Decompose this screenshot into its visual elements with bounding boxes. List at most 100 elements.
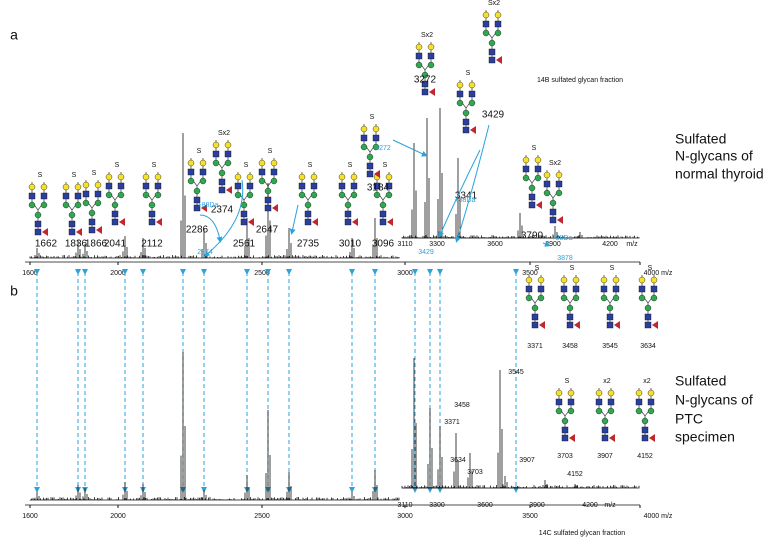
hexose [40, 201, 48, 209]
glycan: S [522, 145, 542, 209]
label: m/z [604, 502, 616, 509]
hexose [111, 201, 119, 209]
caption: N-glycans of [675, 392, 753, 408]
label: 3900 [529, 502, 545, 509]
hexose [635, 389, 643, 397]
glycan-tag: S [348, 162, 353, 169]
label: 3600 [487, 241, 503, 248]
label: 2041 [104, 239, 127, 250]
hexose [212, 141, 220, 149]
hexose [28, 201, 36, 209]
glcnac [566, 313, 574, 321]
label: 2561 [233, 239, 256, 250]
glcnac [372, 134, 380, 142]
hexose [555, 171, 563, 179]
glycan: S [82, 170, 102, 234]
hexose [379, 201, 387, 209]
label: 4200 [582, 502, 598, 509]
label: 3110 [397, 241, 412, 248]
glcnac [555, 180, 563, 188]
glycan: S [234, 162, 254, 226]
label: 3184 [367, 183, 390, 194]
hexose [117, 173, 125, 181]
glcnac [601, 426, 609, 434]
hexose [644, 304, 652, 312]
label: 1836 [65, 239, 88, 250]
glcnac [572, 285, 580, 293]
label: 3634 [640, 343, 656, 350]
label: 3371 [444, 419, 460, 426]
shift-arrow [203, 179, 244, 257]
glycan: S [560, 265, 580, 329]
glycan-tag: S [244, 162, 249, 169]
glycan-tag: x2 [603, 378, 611, 385]
hexose [199, 159, 207, 167]
hexose [595, 407, 603, 415]
label: 3000 [397, 270, 413, 277]
label: 3600 [477, 502, 493, 509]
glycan-tag: S [466, 70, 471, 77]
spectrum [30, 352, 400, 501]
glcnac [264, 204, 272, 212]
label: 3545 [508, 369, 524, 376]
glcnac [142, 182, 150, 190]
label: 2500 [254, 513, 270, 520]
glcnac [607, 398, 615, 406]
hexose [298, 173, 306, 181]
caption: specimen [675, 429, 735, 445]
hexose [304, 201, 312, 209]
hexose [350, 173, 358, 181]
hexose [40, 183, 48, 191]
hexose [555, 407, 563, 415]
glcnac [601, 434, 609, 442]
hexose [298, 191, 306, 199]
label: 3545 [602, 343, 618, 350]
glcnac [522, 165, 530, 173]
hexose [74, 201, 82, 209]
hexose [606, 304, 614, 312]
hexose [187, 159, 195, 167]
label: 3341 [455, 191, 478, 202]
glycan-tag: S [152, 162, 157, 169]
glcnac [224, 150, 232, 158]
hexose [117, 191, 125, 199]
glcnac [148, 210, 156, 218]
glcnac [366, 162, 374, 170]
hexose [310, 191, 318, 199]
hexose [638, 276, 646, 284]
label: 3458 [454, 402, 470, 409]
hexose [488, 39, 496, 47]
label: 3096 [372, 239, 395, 250]
label: 3371 [527, 343, 543, 350]
hexose [68, 211, 76, 219]
fucose [374, 170, 380, 178]
glcnac [638, 285, 646, 293]
glycan-tag: S [72, 172, 77, 179]
hexose [560, 276, 568, 284]
fucose [201, 204, 207, 212]
fucose [536, 201, 542, 209]
caption: N-glycans of [675, 148, 753, 164]
glcnac [199, 168, 207, 176]
hexose [62, 201, 70, 209]
label: 2500 [254, 270, 270, 277]
hexose [612, 276, 620, 284]
shift-label: +88Da [455, 197, 476, 204]
fucose [609, 434, 615, 442]
glcnac [561, 434, 569, 442]
glcnac [531, 321, 539, 329]
glcnac [34, 220, 42, 228]
glcnac [641, 434, 649, 442]
hexose [650, 276, 658, 284]
label: 14C sulfated glycan fraction [539, 530, 625, 537]
glycan: S [298, 162, 318, 226]
hexose [366, 153, 374, 161]
glcnac [421, 80, 429, 88]
glcnac [111, 218, 119, 226]
glcnac [641, 426, 649, 434]
glcnac [344, 210, 352, 218]
hexose [549, 199, 557, 207]
caption: PTC [675, 411, 703, 427]
glcnac [68, 220, 76, 228]
